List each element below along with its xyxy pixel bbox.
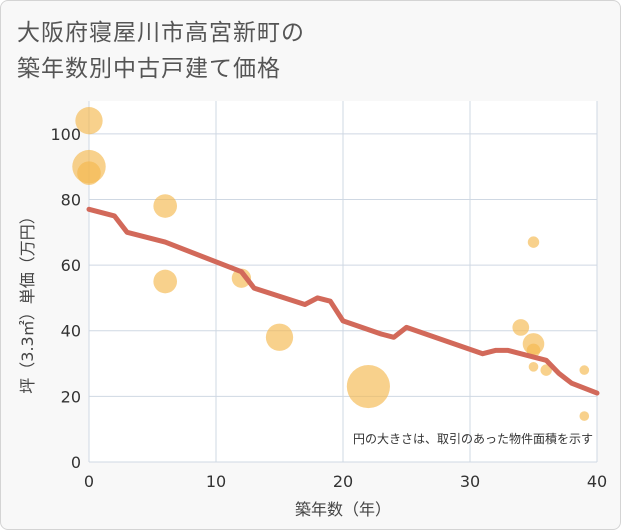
bubble-point (265, 323, 294, 351)
bubble-series (72, 107, 590, 421)
bubble-point (153, 194, 178, 218)
bubble-point (527, 236, 540, 248)
y-tick-label: 40 (61, 322, 81, 341)
bubble-point (528, 362, 539, 372)
y-tick-label: 60 (61, 256, 81, 275)
y-axis-label: 坪（3.3㎡）単価（万円） (18, 208, 37, 393)
bubble-point (579, 411, 590, 421)
x-tick-label: 40 (587, 472, 607, 491)
y-tick-label: 80 (61, 190, 81, 209)
x-tick-label: 20 (333, 472, 353, 491)
y-tick-label: 100 (50, 125, 81, 144)
x-tick-label: 30 (460, 472, 480, 491)
trend-line (86, 206, 600, 396)
x-tick-label: 0 (84, 472, 94, 491)
x-tick-labels: 0 10 20 30 40 (84, 472, 607, 491)
y-tick-labels: 0 20 40 60 80 100 (50, 125, 81, 472)
bubble-point (75, 107, 103, 135)
chart-title-line-2: 築年数別中古戸建て価格 (17, 56, 281, 82)
bubble-point (512, 319, 530, 336)
x-tick-label: 10 (206, 472, 226, 491)
bubble-point (153, 269, 178, 294)
x-axis-label: 築年数（年） (295, 500, 391, 519)
size-note: 円の大きさは、取引のあった物件面積を示す (353, 431, 593, 446)
bubble-point (231, 268, 252, 288)
bubble-point (540, 364, 552, 376)
bubble-point (346, 364, 390, 409)
chart-title: 大阪府寝屋川市高宮新町の 築年数別中古戸建て価格 (17, 15, 305, 87)
bubble-point (579, 365, 590, 375)
y-tick-label: 0 (71, 453, 81, 472)
chart-title-line-1: 大阪府寝屋川市高宮新町の (17, 20, 305, 46)
bubble-point (77, 161, 101, 186)
y-tick-label: 20 (61, 387, 81, 406)
